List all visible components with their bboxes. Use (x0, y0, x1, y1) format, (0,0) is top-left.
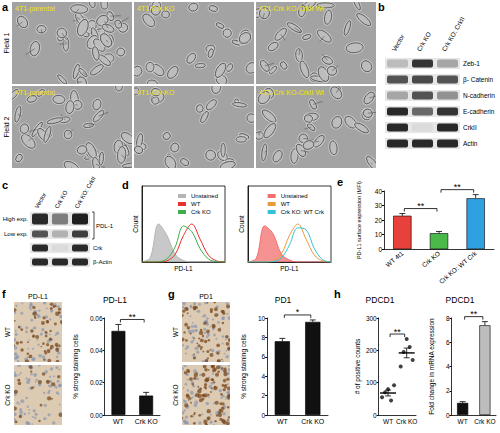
svg-text:**: ** (394, 327, 402, 337)
svg-text:WT: WT (113, 418, 125, 425)
svg-text:Count: Count (238, 215, 245, 233)
svg-text:0: 0 (262, 412, 266, 419)
svg-text:PD1: PD1 (275, 295, 292, 305)
svg-text:% strong staining cells: % strong staining cells (72, 333, 80, 398)
svg-text:% strong staining cells: % strong staining cells (240, 333, 248, 398)
svg-text:Crk KO: CrkII: Crk KO: CrkII (74, 175, 97, 209)
svg-text:f: f (2, 288, 6, 300)
svg-text:4T1-Crk KO: 4T1-Crk KO (137, 89, 175, 96)
svg-text:PDL-1: PDL-1 (96, 223, 114, 229)
svg-text:b: b (378, 1, 385, 13)
svg-text:*: * (296, 307, 300, 317)
svg-text:4T1-parental: 4T1-parental (15, 5, 55, 13)
svg-text:Zeb-1: Zeb-1 (463, 60, 480, 67)
svg-text:WT: WT (277, 418, 289, 425)
svg-text:PD-L1: PD-L1 (280, 265, 299, 272)
svg-text:**: ** (129, 312, 137, 322)
svg-text:0: 0 (378, 246, 382, 253)
svg-text:4T1-Crk KO-CrkII Wt: 4T1-Crk KO-CrkII Wt (259, 5, 324, 12)
svg-text:100: 100 (366, 379, 377, 386)
svg-text:4: 4 (262, 373, 266, 380)
svg-text:WT: WT (281, 201, 291, 207)
svg-text:WT: WT (458, 418, 468, 425)
svg-text:**: ** (454, 182, 462, 192)
svg-text:0: 0 (373, 412, 377, 419)
svg-text:0.02: 0.02 (90, 379, 103, 386)
svg-text:Crk: Crk (93, 245, 103, 251)
svg-text:h: h (334, 288, 341, 300)
svg-text:300: 300 (366, 315, 377, 322)
svg-text:0.06: 0.06 (90, 315, 103, 322)
svg-text:0.00: 0.00 (90, 412, 103, 419)
svg-text:Crk KO: Crk KO (4, 384, 11, 405)
svg-text:Crk KO: Crk KO (191, 209, 211, 215)
svg-text:c: c (2, 179, 8, 191)
svg-text:e: e (337, 176, 343, 188)
svg-text:WT: WT (383, 418, 393, 425)
svg-text:Count: Count (132, 215, 139, 233)
svg-text:2: 2 (262, 392, 266, 399)
svg-text:β- Catenin: β- Catenin (463, 76, 493, 84)
svg-text:WT: WT (172, 327, 179, 337)
svg-text:4T1-Crk KO: 4T1-Crk KO (137, 5, 175, 12)
svg-text:WT: WT (191, 201, 201, 207)
svg-text:0.04: 0.04 (90, 347, 103, 354)
svg-text:PDCD1: PDCD1 (366, 295, 395, 305)
svg-text:4T1-parental: 4T1-parental (15, 89, 55, 97)
svg-text:Crk KO: Crk KO (135, 418, 159, 425)
svg-text:CrkII: CrkII (463, 124, 477, 131)
svg-text:PD1: PD1 (199, 293, 213, 300)
svg-text:6: 6 (446, 339, 450, 346)
svg-text:8: 8 (262, 334, 266, 341)
svg-text:Crk KO: Crk KO (301, 418, 325, 425)
svg-text:Crk KO: WT Crk: Crk KO: WT Crk (281, 209, 325, 215)
svg-text:PDCD1: PDCD1 (446, 295, 475, 305)
svg-text:Unstained: Unstained (281, 193, 308, 199)
svg-text:Crk KO: Crk KO (415, 31, 432, 53)
svg-text:Crk KO: Crk KO (396, 418, 417, 425)
svg-text:Vector: Vector (34, 192, 48, 210)
svg-text:**: ** (470, 309, 478, 319)
svg-text:30: 30 (375, 202, 383, 209)
svg-text:Crk KO: Crk KO (54, 189, 69, 209)
svg-text:10: 10 (258, 315, 266, 322)
svg-text:Crk KO: Crk KO (172, 384, 179, 405)
svg-text:WT: WT (4, 327, 11, 337)
svg-text:2: 2 (446, 387, 450, 394)
svg-text:8: 8 (446, 315, 450, 322)
svg-text:Field 2: Field 2 (3, 116, 10, 137)
svg-text:E-cadherin: E-cadherin (463, 108, 495, 115)
svg-text:20: 20 (375, 217, 383, 224)
svg-text:g: g (168, 288, 175, 300)
svg-text:N-cadherin: N-cadherin (463, 92, 495, 99)
svg-text:Vector: Vector (390, 32, 406, 52)
svg-text:Crk KO: CrkII: Crk KO: CrkII (440, 15, 465, 52)
svg-text:Actin: Actin (463, 140, 478, 147)
svg-text:Field 1: Field 1 (3, 32, 10, 53)
svg-text:High exp.: High exp. (3, 216, 29, 222)
svg-text:Fold change in mRNA expression: Fold change in mRNA expression (428, 318, 436, 415)
svg-text:PD-L1: PD-L1 (174, 265, 193, 272)
svg-text:4: 4 (446, 363, 450, 370)
svg-text:**: ** (417, 201, 425, 211)
svg-text:Crk KO: Crk KO (474, 418, 495, 425)
svg-text:Crk KO: WT Crk: Crk KO: WT Crk (438, 249, 479, 285)
svg-text:PD-L1: PD-L1 (103, 295, 127, 305)
svg-text:WT 4t1: WT 4t1 (384, 249, 405, 268)
svg-text:10: 10 (375, 231, 383, 238)
svg-text:4T1-Crk KO-CrkII Wt: 4T1-Crk KO-CrkII Wt (259, 89, 324, 96)
svg-text:d: d (122, 179, 129, 191)
svg-text:a: a (2, 1, 9, 13)
svg-text:PD-L1: PD-L1 (28, 293, 48, 300)
svg-text:200: 200 (366, 347, 377, 354)
svg-text:# of positive counts: # of positive counts (354, 338, 362, 394)
svg-text:40: 40 (375, 188, 383, 195)
svg-text:PD-L1 surface expression (MFI): PD-L1 surface expression (MFI) (356, 181, 362, 259)
svg-text:0: 0 (446, 412, 450, 419)
svg-text:Unstained: Unstained (191, 193, 218, 199)
svg-text:6: 6 (262, 353, 266, 360)
svg-text:Crk KO: Crk KO (420, 250, 441, 269)
svg-text:Low exp.: Low exp. (4, 231, 28, 237)
svg-text:β-Actin: β-Actin (93, 259, 112, 265)
